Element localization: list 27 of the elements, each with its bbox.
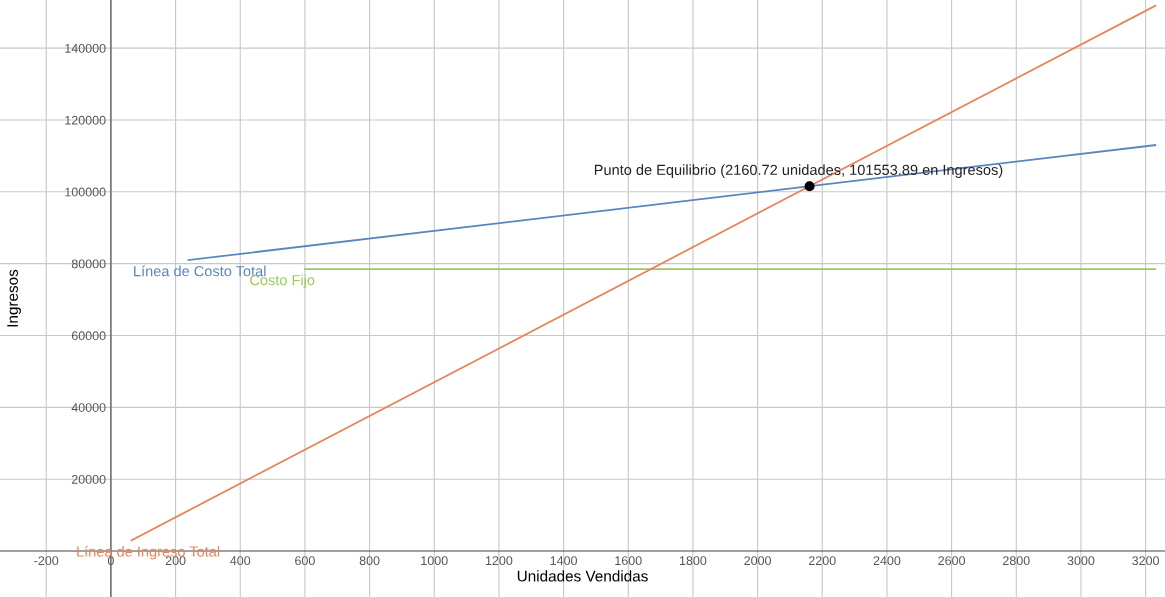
x-tick-label: 1800 bbox=[679, 556, 707, 566]
x-tick-label: 3000 bbox=[1067, 556, 1095, 566]
x-axis-title: Unidades Vendidas bbox=[517, 570, 648, 582]
x-tick-label: 2400 bbox=[873, 556, 901, 566]
y-tick-label: 80000 bbox=[71, 259, 106, 269]
y-tick-label: 60000 bbox=[71, 331, 106, 341]
y-tick-label: 100000 bbox=[65, 187, 106, 197]
x-tick-label: 1000 bbox=[421, 556, 448, 566]
x-tick-label: -200 bbox=[34, 556, 59, 566]
x-tick-label: 400 bbox=[230, 556, 251, 566]
series-label: Línea de Costo Total bbox=[134, 265, 266, 277]
x-tick-label: 1200 bbox=[485, 556, 513, 566]
x-tick-label: 2800 bbox=[1002, 556, 1030, 566]
x-tick-label: 800 bbox=[359, 556, 380, 566]
x-tick-label: 2200 bbox=[808, 556, 836, 566]
y-tick-label: 40000 bbox=[71, 403, 106, 412]
y-axis-title: Ingresos bbox=[7, 269, 21, 327]
x-tick-label: 2000 bbox=[744, 556, 772, 566]
x-tick-label: 1400 bbox=[550, 556, 577, 566]
x-tick-label: 3200 bbox=[1132, 556, 1160, 566]
y-tick-label: 20000 bbox=[71, 474, 106, 484]
x-tick-label: 2600 bbox=[938, 556, 966, 566]
y-tick-label: 140000 bbox=[65, 43, 106, 53]
x-tick-label: 600 bbox=[295, 556, 315, 566]
x-tick-label: 1600 bbox=[615, 556, 642, 566]
series-label: Costo Fijo bbox=[250, 274, 315, 289]
y-tick-label: 120000 bbox=[65, 115, 106, 125]
